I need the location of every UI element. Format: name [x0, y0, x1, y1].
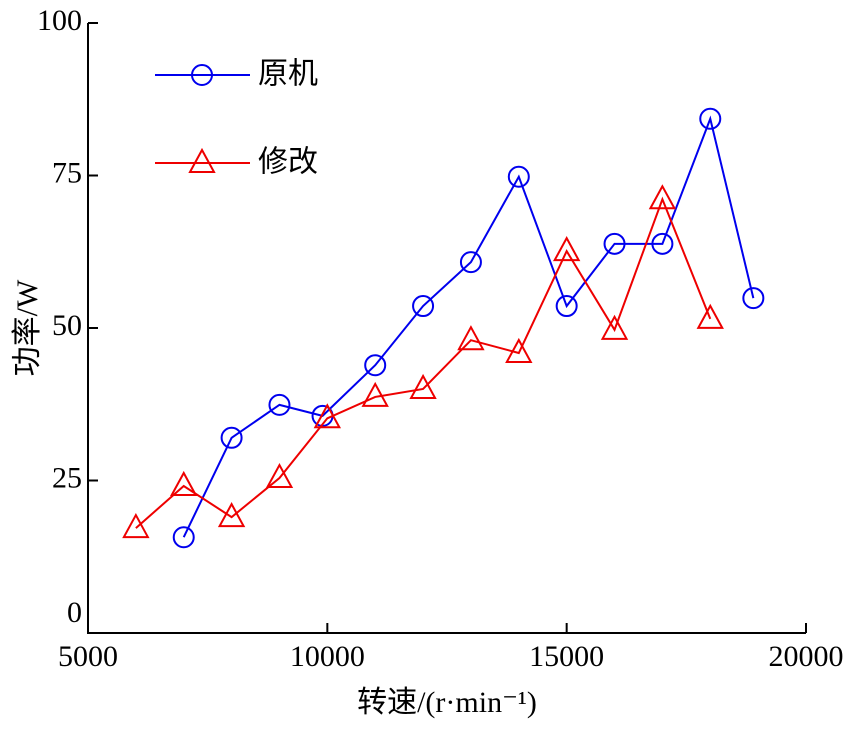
point: [268, 393, 291, 416]
point: [603, 232, 626, 255]
point: [172, 526, 195, 549]
point: [699, 107, 722, 130]
legend-marker: [191, 64, 213, 86]
legend-label: 修改: [258, 145, 318, 180]
point: [507, 165, 530, 188]
point: [412, 295, 435, 318]
legend-marker: [188, 147, 216, 173]
x-tick-label: 20000: [769, 640, 844, 673]
point: [313, 403, 342, 429]
point: [409, 373, 437, 399]
y-tick-label: 75: [52, 156, 82, 189]
point: [648, 184, 677, 210]
x-tick-label: 10000: [290, 640, 365, 673]
series-line: [182, 115, 755, 538]
point: [651, 232, 674, 255]
point: [265, 462, 294, 489]
legend-label: 原机: [258, 57, 318, 92]
y-tick-label: 100: [37, 4, 82, 37]
point: [742, 287, 765, 310]
point: [361, 381, 389, 407]
x-tick-label: 15000: [529, 640, 604, 673]
point: [217, 502, 246, 528]
y-axis-label: 功率/W: [11, 279, 44, 376]
series-line: [135, 196, 712, 529]
point: [459, 251, 482, 274]
x-axis-label: 转速/(r·min⁻¹): [357, 686, 537, 719]
y-tick-label: 25: [52, 461, 82, 494]
point: [505, 337, 533, 364]
y-tick-label: 50: [52, 309, 82, 342]
point: [364, 354, 387, 377]
point: [696, 303, 724, 329]
point: [457, 325, 485, 351]
point: [220, 426, 243, 449]
x-tick-label: 5000: [58, 640, 118, 673]
point: [170, 470, 198, 496]
point: [555, 295, 578, 318]
point: [552, 236, 581, 262]
point: [600, 314, 629, 340]
y-tick-label: 0: [67, 596, 82, 629]
point: [122, 512, 150, 539]
